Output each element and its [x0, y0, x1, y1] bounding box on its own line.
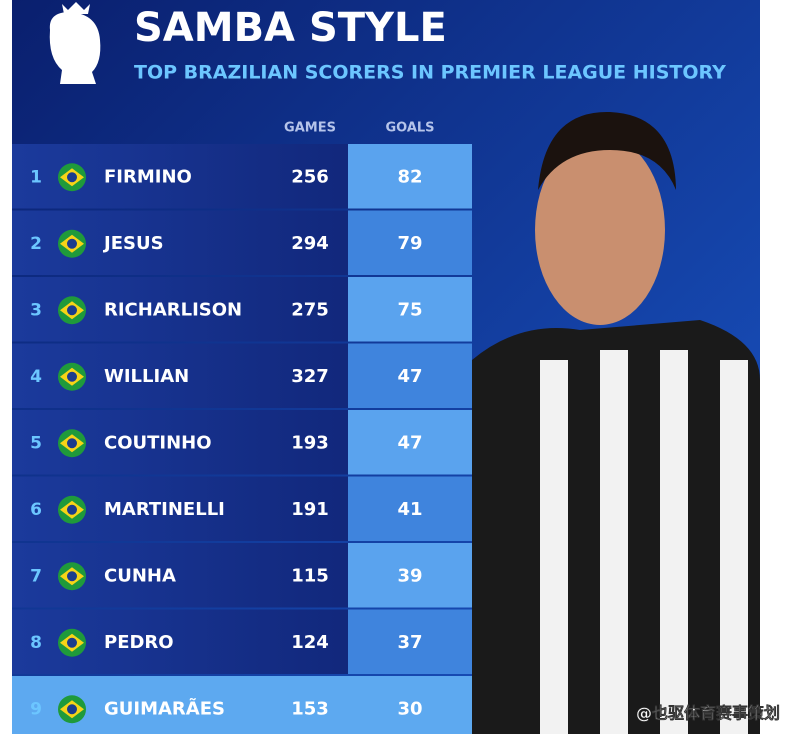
rank: 6 — [30, 500, 42, 520]
games: 115 — [291, 565, 329, 586]
goals: 39 — [397, 565, 422, 586]
table: 1 FIRMINO 256 822 JESUS 294 793 RICHARLISON 275 7… — [12, 144, 472, 738]
league-logo — [49, 2, 101, 84]
goals: 30 — [397, 698, 422, 719]
rank: 4 — [30, 367, 42, 387]
games: 153 — [291, 698, 329, 719]
goals-cell — [348, 277, 472, 342]
title: SAMBA STYLE — [134, 5, 447, 51]
goals: 79 — [397, 233, 422, 254]
player-name: FIRMINO — [104, 166, 192, 187]
column-header: GOALS — [385, 121, 434, 136]
watermark: @也驱体育赛事策划 — [636, 704, 780, 723]
games: 327 — [291, 366, 329, 387]
flag-globe — [67, 238, 77, 249]
rank: 2 — [30, 234, 42, 254]
player-name: COUTINHO — [104, 432, 212, 453]
flag-globe — [67, 504, 77, 515]
goals: 41 — [397, 499, 422, 520]
player-name: JESUS — [102, 233, 164, 254]
player-name: RICHARLISON — [104, 299, 242, 320]
goals: 47 — [397, 432, 422, 453]
goals: 47 — [397, 366, 422, 387]
goals-cell — [348, 543, 472, 608]
flag-globe — [67, 571, 77, 582]
subtitle: TOP BRAZILIAN SCORERS IN PREMIER LEAGUE … — [134, 62, 726, 84]
games: 275 — [291, 299, 329, 320]
flag-globe — [67, 305, 77, 316]
flag-globe — [67, 371, 77, 382]
flag-globe — [67, 704, 77, 715]
games: 256 — [291, 166, 329, 187]
games: 294 — [291, 233, 329, 254]
rank: 8 — [30, 633, 42, 653]
goals: 82 — [397, 166, 422, 187]
games: 193 — [291, 432, 329, 453]
rank: 5 — [30, 433, 42, 453]
player-photo — [472, 111, 760, 734]
rank: 1 — [30, 167, 42, 187]
flag-globe — [67, 637, 77, 648]
games: 124 — [291, 632, 329, 653]
goals-cell — [348, 609, 472, 674]
goals: 75 — [397, 299, 422, 320]
goals-cell — [348, 676, 472, 738]
flag-globe — [67, 172, 77, 183]
player-name: WILLIAN — [104, 366, 189, 387]
rank: 3 — [30, 300, 42, 320]
player-name: MARTINELLI — [104, 499, 225, 520]
goals-cell — [348, 144, 472, 209]
column-header: GAMES — [284, 121, 336, 136]
goals-cell — [348, 343, 472, 408]
goals-cell — [348, 476, 472, 541]
rank: 9 — [30, 699, 42, 719]
player-name: PEDRO — [104, 632, 174, 653]
player-name: CUNHA — [104, 565, 176, 586]
games: 191 — [291, 499, 329, 520]
rank: 7 — [30, 566, 42, 586]
goals: 37 — [397, 632, 422, 653]
flag-globe — [67, 438, 77, 449]
player-name: GUIMARÃES — [104, 696, 225, 719]
goals-cell — [348, 210, 472, 275]
goals-cell — [348, 410, 472, 475]
